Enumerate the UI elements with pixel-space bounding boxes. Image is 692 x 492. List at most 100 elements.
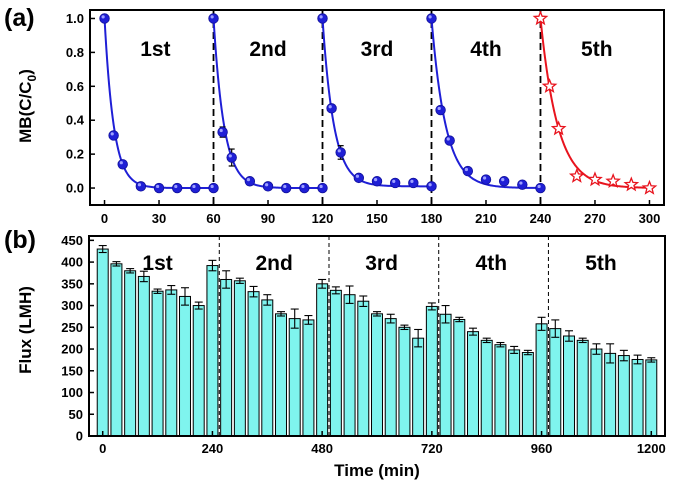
flux-bar	[165, 289, 178, 437]
data-point	[262, 181, 274, 192]
data-point	[426, 181, 437, 192]
data-point	[535, 182, 546, 194]
flux-bar	[137, 275, 150, 437]
data-point	[532, 10, 549, 26]
y-tick-label: 0.8	[66, 45, 84, 60]
panel-a-ylabel: MB(C/C0)	[16, 69, 39, 143]
data-point	[99, 13, 110, 24]
point-highlight	[137, 183, 142, 187]
y-tick-label: 300	[61, 298, 83, 313]
point-highlight	[110, 132, 114, 136]
point-highlight	[101, 15, 105, 19]
flux-bar	[316, 283, 329, 437]
panel-b-xlabel: Time (min)	[334, 461, 420, 480]
y-tick-label: 0.4	[66, 113, 85, 128]
point-highlight	[519, 181, 523, 185]
y-tick-label: 100	[61, 385, 83, 400]
data-point	[280, 182, 292, 194]
y-tick-label: 450	[61, 233, 83, 248]
flux-bar	[192, 305, 205, 437]
flux-bar	[233, 280, 246, 437]
data-point	[389, 177, 401, 189]
flux-bar	[124, 270, 137, 437]
x-tick-label: 0	[101, 211, 108, 226]
flux-bar	[398, 326, 411, 437]
point-highlight	[119, 161, 123, 165]
x-tick-label: 0	[99, 441, 106, 456]
point-highlight	[428, 183, 432, 187]
panel-b-label: (b)	[4, 226, 36, 254]
point-highlight	[446, 137, 450, 141]
x-tick-label: 300	[639, 211, 661, 226]
flux-bar	[96, 248, 109, 437]
y-tick-label: 200	[61, 342, 83, 357]
flux-bar	[563, 335, 575, 437]
data-point	[117, 159, 128, 170]
data-point	[299, 182, 310, 194]
flux-bar	[329, 289, 342, 437]
data-point	[208, 182, 219, 194]
data-point	[641, 179, 658, 195]
point-highlight	[410, 179, 414, 183]
cycle-label: 1st	[140, 38, 170, 61]
y-tick-label: 1.0	[66, 11, 84, 26]
data-point	[408, 177, 419, 189]
flux-bar	[590, 348, 603, 437]
flux-bar	[467, 331, 479, 437]
point-highlight	[210, 184, 214, 189]
y-tick-label: 350	[61, 276, 83, 291]
x-tick-label: 150	[366, 211, 388, 226]
flux-bar	[412, 337, 425, 437]
y-tick-label: 0.0	[66, 181, 84, 196]
x-tick-label: 180	[421, 211, 443, 226]
data-point	[326, 103, 337, 114]
flux-bar	[521, 352, 534, 437]
data-point	[217, 126, 228, 138]
point-highlight	[464, 167, 469, 172]
flux-bar	[453, 318, 466, 437]
flux-bar	[494, 344, 507, 437]
flux-bar	[275, 313, 287, 437]
point-highlight	[246, 178, 251, 182]
cycle-label: 5th	[585, 252, 617, 275]
point-highlight	[283, 184, 287, 189]
data-point	[541, 78, 558, 94]
cycle-label: 2nd	[249, 38, 286, 61]
flux-bar	[371, 313, 383, 437]
point-highlight	[355, 174, 360, 178]
point-highlight	[174, 184, 178, 189]
flux-bar	[480, 339, 493, 437]
data-point	[244, 176, 256, 187]
point-highlight	[537, 184, 541, 189]
flux-bar	[645, 359, 658, 437]
cycle-label: 4th	[476, 252, 508, 275]
data-point	[605, 172, 622, 188]
point-highlight	[374, 178, 378, 182]
data-point	[462, 165, 474, 177]
flux-bar	[549, 328, 562, 437]
x-tick-label: 240	[530, 211, 552, 226]
data-point	[335, 147, 346, 158]
flux-bar	[617, 355, 630, 437]
data-point	[353, 172, 365, 184]
y-tick-label: 400	[61, 255, 83, 270]
flux-bar	[508, 349, 521, 437]
y-tick-label: 250	[61, 320, 83, 335]
x-tick-label: 1200	[637, 441, 666, 456]
x-tick-label: 30	[152, 211, 166, 226]
flux-bar	[220, 278, 233, 437]
flux-bar	[151, 290, 164, 437]
data-point	[226, 152, 237, 163]
cycle-label: 4th	[470, 38, 502, 61]
data-point	[587, 171, 603, 187]
flux-bar	[384, 318, 397, 437]
data-point	[480, 174, 492, 185]
y-tick-label: 50	[69, 407, 83, 422]
flux-bar	[110, 263, 123, 437]
x-tick-label: 120	[312, 211, 334, 226]
point-highlight	[210, 15, 214, 19]
data-point	[498, 176, 510, 187]
flux-bar	[343, 294, 356, 437]
point-highlight	[228, 154, 232, 158]
